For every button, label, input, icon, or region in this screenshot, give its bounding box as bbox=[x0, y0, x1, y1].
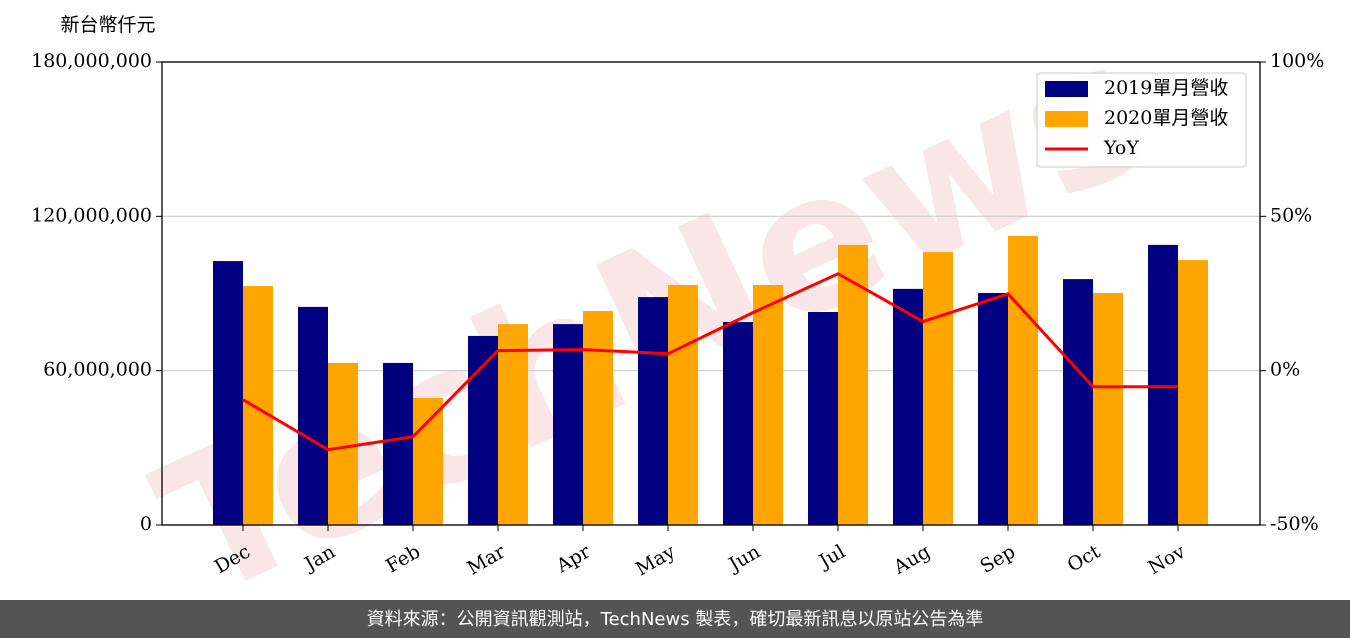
x-tick-label: Sep bbox=[976, 541, 1019, 578]
bar bbox=[923, 252, 953, 525]
bar bbox=[893, 288, 923, 525]
bar bbox=[328, 362, 358, 525]
bar bbox=[243, 286, 273, 525]
bar bbox=[1063, 279, 1093, 525]
bar bbox=[638, 297, 668, 525]
bar bbox=[1148, 244, 1178, 525]
y-tick-label: 180,000,000 bbox=[31, 50, 152, 72]
legend: 2019單月營收 2020單月營收 YoY bbox=[1036, 72, 1247, 168]
y2-tick-label: 100% bbox=[1270, 50, 1324, 72]
y2-tick-label: 0% bbox=[1270, 359, 1300, 381]
legend-label: 2020單月營收 bbox=[1104, 107, 1228, 129]
bar bbox=[553, 324, 583, 525]
bar bbox=[808, 312, 838, 525]
plot-frame bbox=[161, 61, 1261, 526]
y-axis-label: 新台幣仟元 bbox=[60, 14, 155, 36]
y2-tick-label: -50% bbox=[1270, 513, 1319, 535]
x-tick-label: Apr bbox=[552, 540, 595, 577]
bar bbox=[1008, 235, 1038, 526]
bar bbox=[213, 261, 243, 525]
legend-swatch bbox=[1045, 81, 1088, 97]
x-tick-label: Aug bbox=[889, 541, 934, 580]
bar bbox=[838, 244, 868, 525]
x-tick-label: Mar bbox=[463, 540, 509, 579]
bar bbox=[753, 285, 783, 525]
bar bbox=[383, 362, 413, 525]
y-tick-label: 60,000,000 bbox=[43, 359, 152, 381]
y-tick-label: 120,000,000 bbox=[31, 204, 152, 226]
bar bbox=[1178, 260, 1208, 525]
y2-tick-label: 50% bbox=[1270, 204, 1312, 226]
bar bbox=[723, 322, 753, 525]
bar bbox=[498, 324, 528, 525]
legend-swatch bbox=[1045, 111, 1088, 127]
x-tick-label: May bbox=[632, 540, 679, 580]
x-tick-label: Nov bbox=[1144, 540, 1189, 579]
legend-label: 2019單月營收 bbox=[1104, 77, 1228, 99]
x-tick-label: Jun bbox=[723, 541, 764, 577]
bar bbox=[1093, 292, 1123, 525]
bar bbox=[583, 310, 613, 525]
y-tick-label: 0 bbox=[140, 513, 152, 535]
x-tick-label: Oct bbox=[1064, 540, 1105, 576]
bar bbox=[978, 292, 1008, 525]
yoy-line bbox=[242, 272, 1178, 452]
bar bbox=[413, 397, 443, 525]
bar bbox=[668, 285, 698, 525]
x-tick-label: Jul bbox=[814, 541, 849, 574]
legend-label: YoY bbox=[1103, 137, 1139, 159]
footer-bar bbox=[0, 600, 1350, 638]
legend-box bbox=[1036, 72, 1247, 168]
bar bbox=[298, 306, 328, 525]
footer: 資料來源：公開資訊觀測站，TechNews 製表，確切最新訊息以原站公告為準 bbox=[367, 609, 984, 630]
